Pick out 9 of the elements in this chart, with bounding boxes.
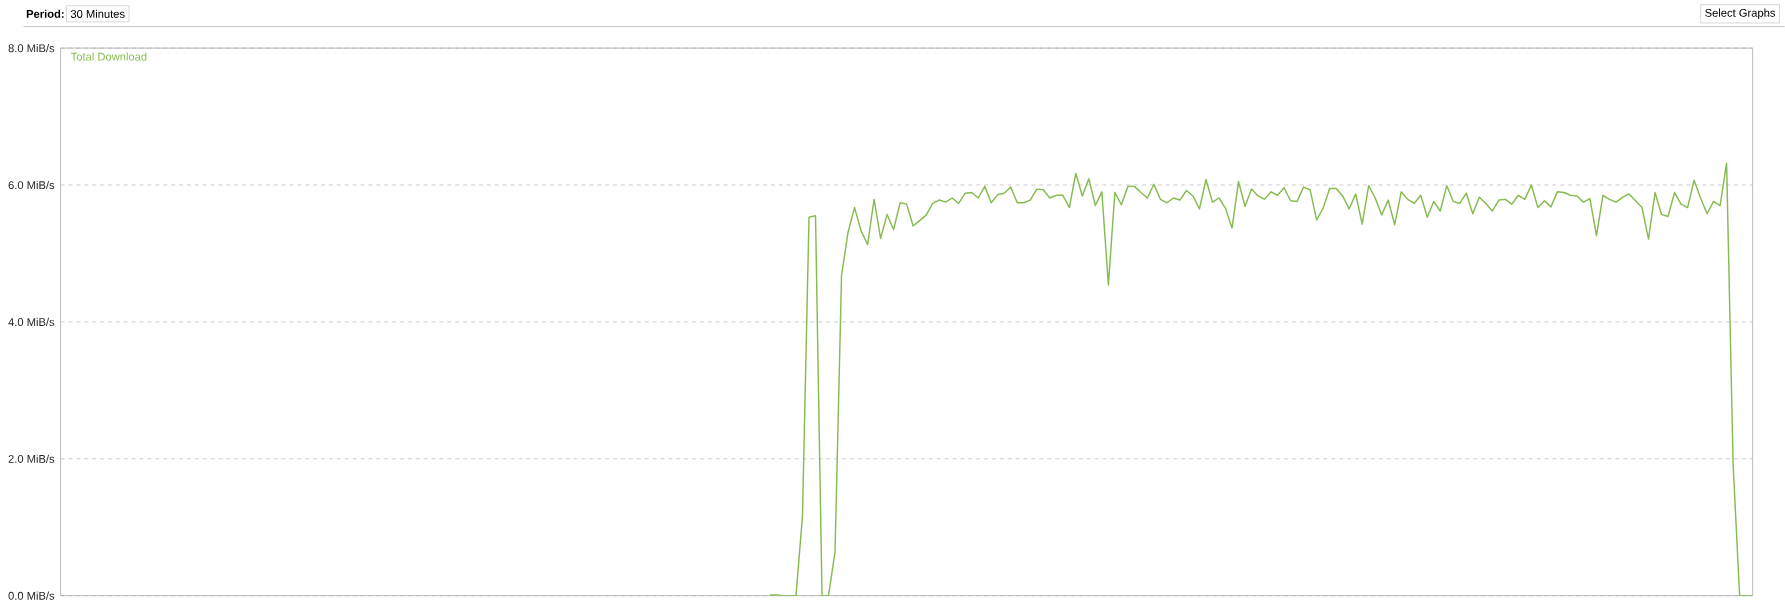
y-tick-label: 8.0 MiB/s [8, 44, 55, 53]
y-tick-label: 0.0 MiB/s [8, 591, 55, 600]
text: 30 Minutes [70, 9, 125, 19]
text: Total Download [70, 52, 147, 61]
text: Select Graphs [1705, 8, 1776, 20]
y-tick-label: 2.0 MiB/s [8, 454, 55, 464]
y-tick-label: 4.0 MiB/s [8, 317, 55, 327]
y-tick-label: 6.0 MiB/s [8, 181, 55, 190]
text: Period: [26, 9, 64, 19]
